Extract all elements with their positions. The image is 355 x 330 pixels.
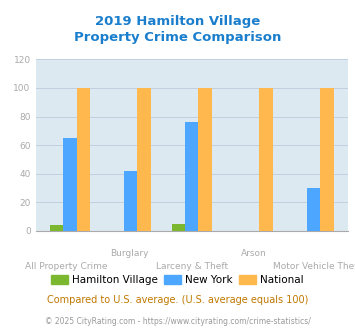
Text: © 2025 CityRating.com - https://www.cityrating.com/crime-statistics/: © 2025 CityRating.com - https://www.city…: [45, 317, 310, 326]
Text: Motor Vehicle Theft: Motor Vehicle Theft: [273, 262, 355, 271]
Text: All Property Crime: All Property Crime: [26, 262, 108, 271]
Bar: [77, 88, 90, 231]
Text: Compared to U.S. average. (U.S. average equals 100): Compared to U.S. average. (U.S. average …: [47, 295, 308, 305]
Legend: Hamilton Village, New York, National: Hamilton Village, New York, National: [47, 271, 308, 289]
Text: 2019 Hamilton Village: 2019 Hamilton Village: [95, 15, 260, 28]
Bar: [50, 225, 63, 231]
Bar: [320, 88, 334, 231]
Text: Property Crime Comparison: Property Crime Comparison: [74, 31, 281, 44]
Bar: [260, 88, 273, 231]
Bar: [124, 171, 137, 231]
Bar: [137, 88, 151, 231]
Bar: [307, 188, 320, 231]
Bar: [63, 138, 77, 231]
Text: Arson: Arson: [241, 249, 267, 258]
Bar: [171, 224, 185, 231]
Text: Burglary: Burglary: [110, 249, 148, 258]
Text: Larceny & Theft: Larceny & Theft: [155, 262, 228, 271]
Bar: [185, 122, 198, 231]
Bar: [198, 88, 212, 231]
